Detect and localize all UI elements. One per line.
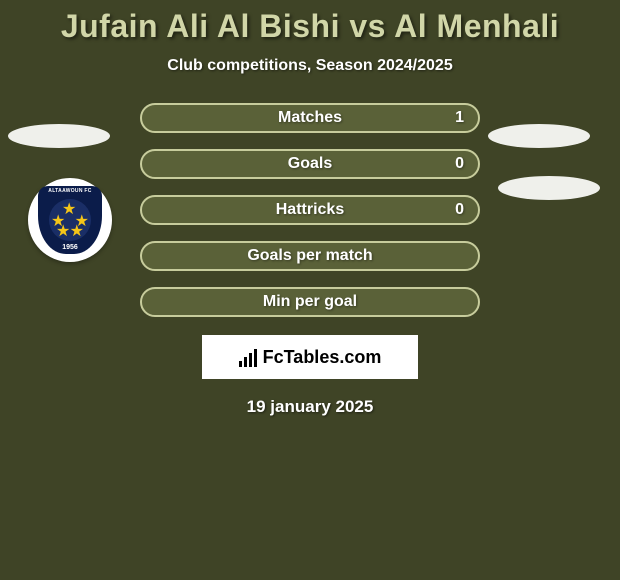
stat-value: 0 [455,201,464,219]
star-icon: ★ [70,221,84,241]
stat-value: 0 [455,155,464,173]
player-left-placeholder-1 [8,124,110,148]
page-title: Jufain Ali Al Bishi vs Al Menhali [0,0,620,45]
stat-label: Goals per match [247,247,372,265]
stat-row-min-per-goal: Min per goal [140,287,480,317]
comparison-card: Jufain Ali Al Bishi vs Al Menhali Club c… [0,0,620,580]
stat-row-goals-per-match: Goals per match [140,241,480,271]
watermark[interactable]: FcTables.com [202,335,418,379]
badge-year: 1956 [38,244,102,251]
stat-row-matches: Matches 1 [140,103,480,133]
player-right-placeholder-2 [498,176,600,200]
stat-value: 1 [455,109,464,127]
star-icon: ★ [56,221,70,241]
shield-ball: ★ ★ ★ ★ ★ [49,199,91,241]
club-badge-left: ALTAAWOUN FC ★ ★ ★ ★ ★ 1956 [28,178,112,262]
stat-label: Hattricks [276,201,344,219]
date-text: 19 january 2025 [0,397,620,417]
subtitle: Club competitions, Season 2024/2025 [0,57,620,75]
watermark-text: FcTables.com [263,347,382,368]
bar-chart-icon [239,347,257,367]
stat-label: Goals [288,155,332,173]
stat-row-hattricks: Hattricks 0 [140,195,480,225]
stat-row-goals: Goals 0 [140,149,480,179]
stat-label: Min per goal [263,293,357,311]
badge-top-text: ALTAAWOUN FC [38,188,102,194]
stat-label: Matches [278,109,342,127]
player-right-placeholder-1 [488,124,590,148]
shield-icon: ALTAAWOUN FC ★ ★ ★ ★ ★ 1956 [38,186,102,254]
